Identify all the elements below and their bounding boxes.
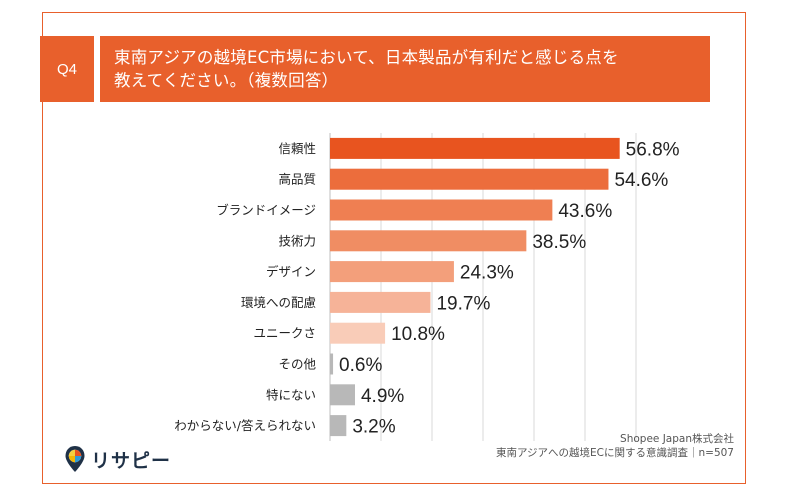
value-label: 43.6% bbox=[558, 201, 612, 222]
category-label: 高品質 bbox=[278, 172, 316, 187]
bar bbox=[330, 199, 553, 221]
category-label: 環境への配慮 bbox=[241, 295, 316, 310]
bar bbox=[330, 168, 609, 190]
pin-icon bbox=[65, 446, 85, 472]
bar bbox=[330, 137, 620, 159]
category-label: 技術力 bbox=[278, 233, 316, 248]
footer-source: Shopee Japan株式会社 東南アジアへの越境ECに関する意識調査｜n=5… bbox=[496, 432, 734, 460]
category-label: 特にない bbox=[266, 387, 316, 402]
bar bbox=[330, 322, 386, 344]
category-label: ユニークさ bbox=[253, 326, 316, 341]
category-label: その他 bbox=[278, 357, 316, 372]
question-text-box: 東南アジアの越境EC市場において、日本製品が有利だと感じる点を 教えてください。… bbox=[100, 36, 710, 102]
question-text-line1: 東南アジアの越境EC市場において、日本製品が有利だと感じる点を bbox=[114, 48, 619, 67]
bar bbox=[330, 230, 527, 252]
value-label: 3.2% bbox=[352, 417, 395, 438]
value-label: 56.8% bbox=[626, 139, 680, 160]
category-label: 信頼性 bbox=[278, 141, 316, 156]
value-label: 54.6% bbox=[614, 170, 668, 191]
category-label: わからない/答えられない bbox=[174, 418, 316, 433]
category-label: デザイン bbox=[266, 264, 316, 279]
brand-logo: リサピー bbox=[64, 444, 171, 474]
category-label: ブランドイメージ bbox=[216, 203, 316, 218]
bar bbox=[330, 291, 431, 313]
value-label: 4.9% bbox=[361, 386, 404, 407]
bar bbox=[330, 415, 347, 437]
question-number-badge: Q4 bbox=[40, 36, 94, 102]
bar bbox=[330, 261, 454, 283]
logo-text: リサピー bbox=[91, 449, 172, 472]
bar bbox=[330, 353, 334, 375]
footer-survey: 東南アジアへの越境ECに関する意識調査｜n=507 bbox=[495, 447, 734, 459]
value-label: 38.5% bbox=[532, 232, 586, 253]
value-label: 10.8% bbox=[391, 324, 445, 345]
question-text-line2: 教えてください。（複数回答） bbox=[114, 71, 339, 90]
value-label: 24.3% bbox=[460, 263, 514, 284]
value-label: 0.6% bbox=[339, 355, 382, 376]
footer-company: Shopee Japan株式会社 bbox=[620, 433, 734, 445]
value-label: 19.7% bbox=[436, 293, 490, 314]
bar bbox=[330, 384, 355, 406]
